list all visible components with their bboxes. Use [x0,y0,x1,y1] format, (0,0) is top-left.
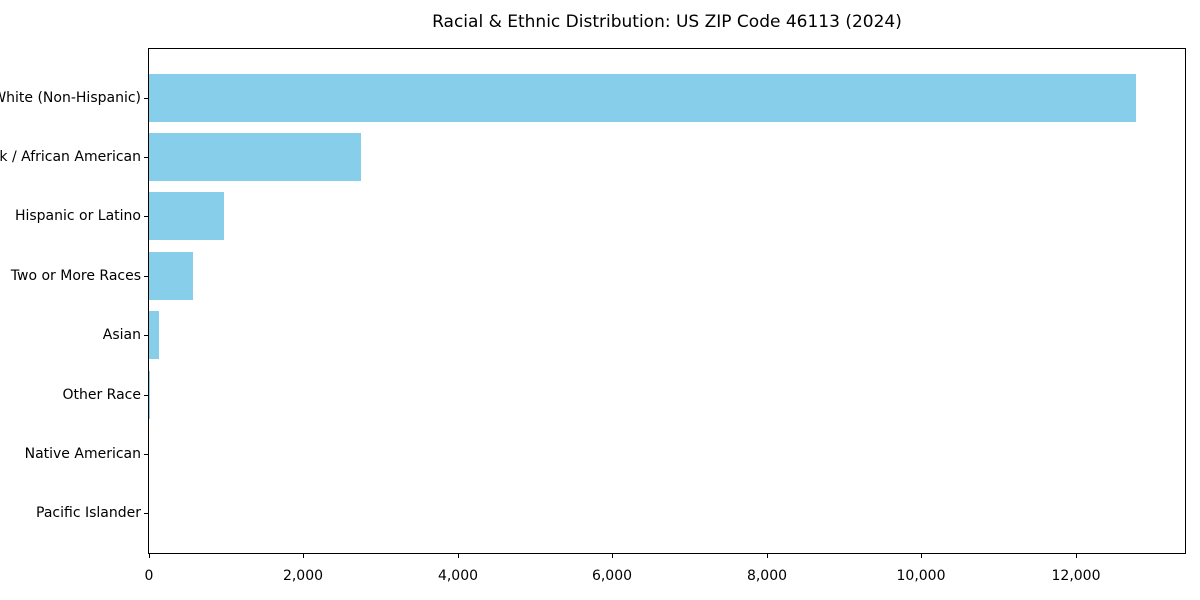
y-axis-category-label: White (Non-Hispanic) [0,89,141,106]
x-axis-tick-label: 4,000 [437,568,479,584]
y-tick-mark [144,97,148,99]
y-tick-mark [144,513,148,515]
y-axis-labels: White (Non-Hispanic) Black / African Amer… [0,0,141,600]
x-tick-mark [767,554,768,558]
y-tick-mark [144,335,148,337]
y-tick-mark [144,216,148,218]
x-tick-mark [149,554,150,558]
bar [149,192,224,241]
x-tick-mark [1076,554,1077,558]
x-tick-mark [458,554,459,558]
bar [149,73,1136,122]
bar [149,370,151,419]
x-tick-mark [921,554,922,558]
y-axis-category-label: Pacific Islander [36,505,141,522]
chart-title: Racial & Ethnic Distribution: US ZIP Cod… [432,12,902,32]
y-axis-category-label: Asian [102,327,141,344]
y-axis-category-label: Native American [24,445,141,462]
x-tick-mark [612,554,613,558]
x-axis-tick-label: 10,000 [896,568,946,584]
y-tick-mark [144,275,148,277]
bar [149,251,194,300]
y-tick-mark [144,156,148,158]
x-axis-tick-label: 8,000 [746,568,788,584]
y-axis-category-label: Other Race [62,386,141,403]
x-axis-tick-label: 2,000 [282,568,324,584]
y-axis-category-label: Black / African American [0,148,141,165]
y-tick-mark [144,394,148,396]
plot-area [148,48,1186,554]
x-tick-mark [303,554,304,558]
bar [149,311,160,360]
y-axis-category-label: Two or More Races [10,267,141,284]
x-axis-tick-label: 0 [144,568,154,584]
y-tick-mark [144,453,148,455]
y-axis-category-label: Hispanic or Latino [14,208,141,225]
x-axis-tick-label: 6,000 [591,568,633,584]
bar [149,132,361,181]
x-axis-tick-label: 12,000 [1051,568,1101,584]
